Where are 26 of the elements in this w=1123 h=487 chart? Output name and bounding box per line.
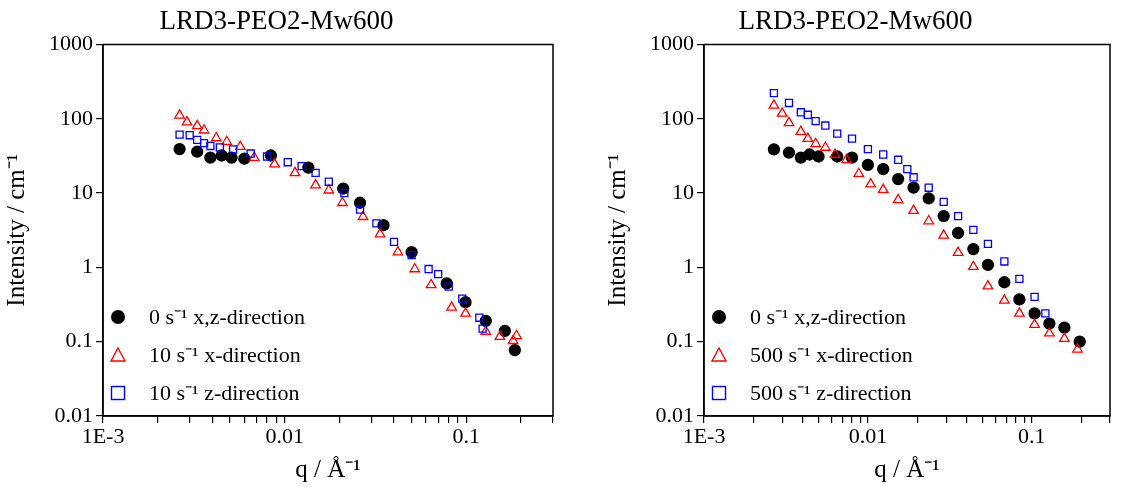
y-tick-label: 0.1 bbox=[65, 327, 93, 353]
y-tick-label: 0.1 bbox=[666, 327, 694, 353]
y-tick-label: 10 bbox=[672, 178, 694, 204]
y-tick-label: 1 bbox=[683, 253, 694, 279]
x-tick-label: 0.01 bbox=[848, 422, 888, 448]
legend-label: 500 s⁻¹ x-direction bbox=[750, 341, 913, 369]
legend-label: 10 s⁻¹ x-direction bbox=[149, 341, 301, 369]
x-tick-label: 0.01 bbox=[265, 422, 304, 448]
legend-label: 10 s⁻¹ z-direction bbox=[149, 379, 300, 407]
legend-label: 0 s⁻¹ x,z-direction bbox=[149, 303, 305, 331]
y-tick-label: 100 bbox=[661, 104, 694, 130]
y-tick-label: 1000 bbox=[650, 30, 694, 56]
y-tick-label: 1 bbox=[82, 253, 93, 279]
x-axis-title: q / Å⁻¹ bbox=[295, 454, 361, 482]
x-axis-title: q / Å⁻¹ bbox=[874, 454, 940, 482]
chart-title: LRD3-PEO2-Mw600 bbox=[159, 5, 394, 36]
y-tick-label: 10 bbox=[71, 178, 93, 204]
y-axis-title: Intensity / cm⁻¹ bbox=[602, 153, 630, 307]
chart-title: LRD3-PEO2-Mw600 bbox=[738, 5, 973, 36]
x-tick-label: 0.1 bbox=[452, 422, 481, 448]
y-axis-title: Intensity / cm⁻¹ bbox=[1, 153, 29, 307]
x-tick-label: 0.1 bbox=[1018, 422, 1046, 448]
y-tick-label: 100 bbox=[60, 104, 93, 130]
legend-label: 0 s⁻¹ x,z-direction bbox=[750, 303, 906, 331]
y-tick-label: 1000 bbox=[49, 30, 93, 56]
legend-label: 500 s⁻¹ z-direction bbox=[750, 379, 912, 407]
